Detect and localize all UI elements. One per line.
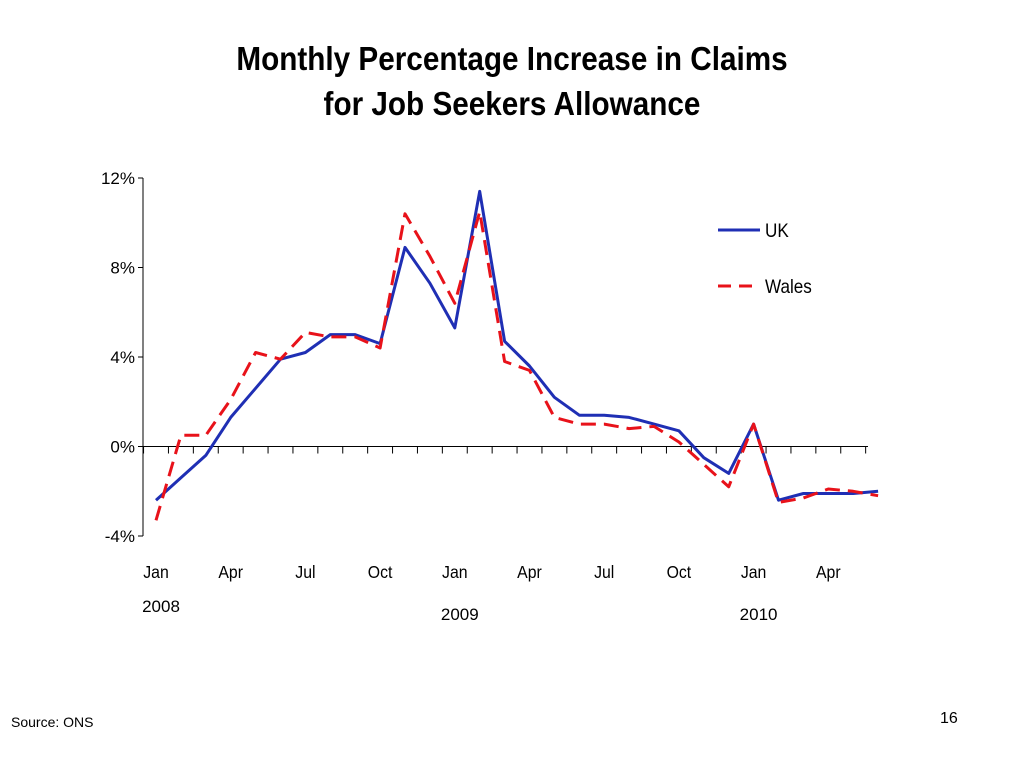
- series-line-wales: [154, 210, 879, 521]
- source-note: Source: ONS: [11, 714, 94, 730]
- x-year-label: 2009: [441, 605, 479, 624]
- legend-label-wales: Wales: [765, 276, 812, 297]
- title-line-1: Monthly Percentage Increase in Claims: [236, 40, 788, 77]
- x-tick-label: Apr: [517, 562, 542, 582]
- x-year-label: 2008: [142, 597, 180, 616]
- y-tick-label: 4%: [110, 348, 135, 367]
- y-tick-label: 8%: [110, 259, 135, 278]
- x-tick-label: Jan: [442, 562, 468, 582]
- x-tick-label: Apr: [218, 562, 243, 582]
- x-tick-label: Jul: [594, 562, 614, 582]
- y-tick-label: -4%: [105, 527, 135, 546]
- title-line-2: for Job Seekers Allowance: [323, 85, 701, 122]
- y-tick-label: 0%: [110, 438, 135, 457]
- x-tick-label: Oct: [368, 562, 393, 582]
- series-line-uk: [154, 189, 879, 502]
- y-tick-label: 12%: [101, 169, 135, 188]
- x-tick-label: Apr: [816, 562, 841, 582]
- page-number: 16: [940, 710, 958, 727]
- x-tick-label: Oct: [667, 562, 692, 582]
- x-year-label: 2010: [740, 605, 778, 624]
- legend-label-uk: UK: [765, 220, 789, 241]
- x-tick-label: Jul: [295, 562, 315, 582]
- slide-title: Monthly Percentage Increase in Claims fo…: [51, 36, 973, 126]
- x-tick-label: Jan: [143, 562, 169, 582]
- x-tick-label: Jan: [741, 562, 767, 582]
